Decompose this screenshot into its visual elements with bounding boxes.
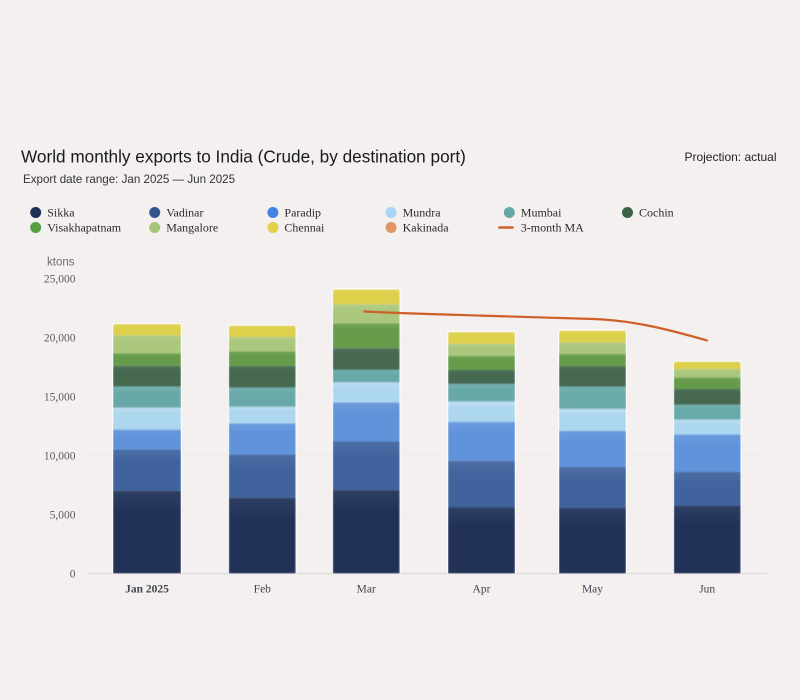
svg-text:ktons: ktons <box>47 257 75 269</box>
svg-text:Mumbai: Mumbai <box>521 206 562 220</box>
svg-text:Kakinada: Kakinada <box>403 221 450 235</box>
svg-text:15,000: 15,000 <box>44 392 76 404</box>
svg-text:Jan 2025: Jan 2025 <box>125 584 169 596</box>
svg-text:Vadinar: Vadinar <box>166 206 203 220</box>
svg-text:3-month MA: 3-month MA <box>521 221 584 235</box>
svg-text:Apr: Apr <box>473 584 491 596</box>
svg-text:0: 0 <box>70 569 76 581</box>
svg-text:Visakhapatnam: Visakhapatnam <box>47 221 122 235</box>
svg-text:May: May <box>582 584 603 596</box>
svg-text:Mangalore: Mangalore <box>166 221 218 235</box>
svg-text:Export date range: Jan 2025 —: Export date range: Jan 2025 — Jun 2025 <box>23 173 235 186</box>
svg-text:10,000: 10,000 <box>44 451 76 463</box>
svg-text:Mundra: Mundra <box>403 206 442 220</box>
svg-text:25,000: 25,000 <box>44 274 76 286</box>
svg-text:Mar: Mar <box>357 584 376 596</box>
svg-text:Feb: Feb <box>254 584 272 596</box>
svg-text:Sikka: Sikka <box>47 206 75 220</box>
svg-text:Paradip: Paradip <box>284 206 321 220</box>
svg-text:Chennai: Chennai <box>284 221 325 235</box>
svg-text:Projection: actual: Projection: actual <box>684 150 776 164</box>
svg-text:20,000: 20,000 <box>44 333 76 345</box>
svg-text:World monthly exports to India: World monthly exports to India (Crude, b… <box>21 147 466 167</box>
svg-text:Cochin: Cochin <box>639 206 674 220</box>
svg-text:5,000: 5,000 <box>50 510 76 522</box>
svg-text:Jun: Jun <box>699 584 715 596</box>
